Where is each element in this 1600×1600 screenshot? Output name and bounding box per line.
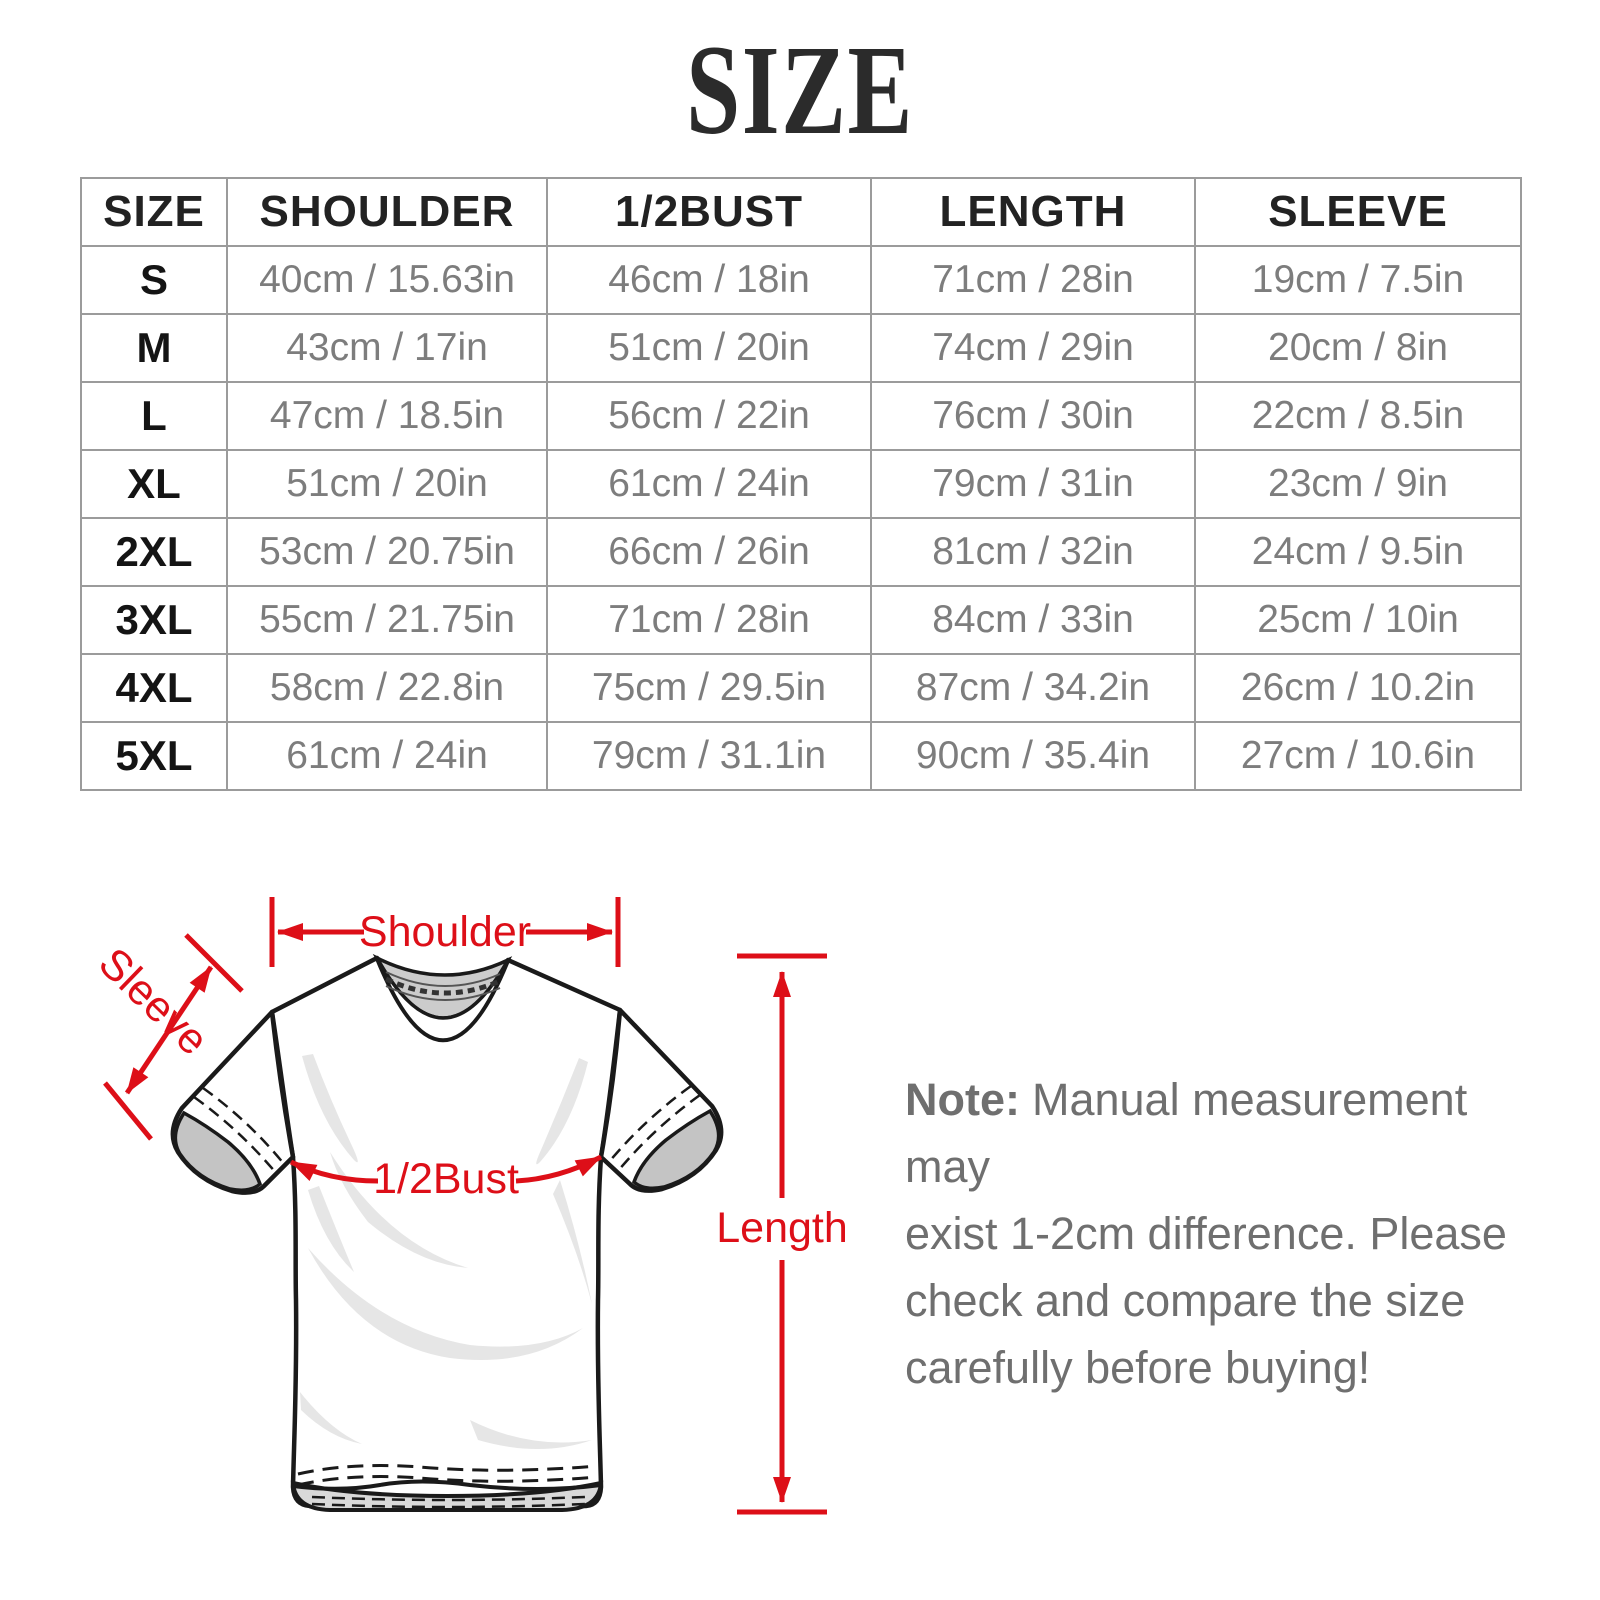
right-sleeve — [598, 1007, 724, 1193]
bust-value: 79cm / 31.1in — [546, 721, 872, 791]
shoulder-value: 51cm / 20in — [226, 449, 548, 519]
left-sleeve — [170, 1009, 296, 1195]
shoulder-value: 55cm / 21.75in — [226, 585, 548, 655]
sleeve-measure-arrow — [103, 933, 244, 1141]
sleeve-tick-top — [184, 933, 244, 993]
sleeve-value: 26cm / 10.2in — [1194, 653, 1522, 723]
size-label: XL — [80, 449, 228, 519]
shoulder-value: 43cm / 17in — [226, 313, 548, 383]
length-value: 90cm / 35.4in — [870, 721, 1196, 791]
header-row: SIZE SHOULDER 1/2BUST LENGTH SLEEVE — [80, 177, 1522, 247]
bust-value: 46cm / 18in — [546, 245, 872, 315]
table-row: 3XL 55cm / 21.75in 71cm / 28in 84cm / 33… — [80, 585, 1522, 655]
table-row: XL 51cm / 20in 61cm / 24in 79cm / 31in 2… — [80, 449, 1522, 519]
bust-value: 75cm / 29.5in — [546, 653, 872, 723]
size-label: L — [80, 381, 228, 451]
table-row: 4XL 58cm / 22.8in 75cm / 29.5in 87cm / 3… — [80, 653, 1522, 723]
table-row: 5XL 61cm / 24in 79cm / 31.1in 90cm / 35.… — [80, 721, 1522, 791]
bust-value: 71cm / 28in — [546, 585, 872, 655]
size-table: SIZE SHOULDER 1/2BUST LENGTH SLEEVE S 40… — [80, 177, 1522, 791]
length-measure-arrow — [737, 953, 827, 1515]
shoulder-value: 53cm / 20.75in — [226, 517, 548, 587]
page-title: SIZE — [686, 19, 914, 161]
tshirt-measurement-diagram: Shoulder Sleeve 1/2Bust Length — [89, 897, 848, 1515]
note-line-text: Manual measurement may — [905, 1074, 1468, 1192]
note-line: check and compare the size — [905, 1275, 1466, 1326]
note-label: Note: — [905, 1074, 1020, 1125]
size-table-header: SIZE SHOULDER 1/2BUST LENGTH SLEEVE — [80, 177, 1522, 247]
table-row: S 40cm / 15.63in 46cm / 18in 71cm / 28in… — [80, 245, 1522, 315]
bust-label: 1/2Bust — [373, 1155, 519, 1203]
col-header-shoulder: SHOULDER — [226, 177, 548, 247]
bust-value: 61cm / 24in — [546, 449, 872, 519]
size-label: 5XL — [80, 721, 228, 791]
bust-value: 66cm / 26in — [546, 517, 872, 587]
right-sleeve-opening — [631, 1108, 721, 1190]
bust-value: 51cm / 20in — [546, 313, 872, 383]
col-header-length: LENGTH — [870, 177, 1196, 247]
hem — [290, 1464, 604, 1512]
shoulder-value: 58cm / 22.8in — [226, 653, 548, 723]
size-label: 3XL — [80, 585, 228, 655]
col-header-size: SIZE — [80, 177, 228, 247]
shoulder-measure-arrow — [269, 897, 621, 967]
length-value: 81cm / 32in — [870, 517, 1196, 587]
note-line: exist 1-2cm difference. Please — [905, 1208, 1507, 1259]
shoulder-value: 47cm / 18.5in — [226, 381, 548, 451]
length-value: 74cm / 29in — [870, 313, 1196, 383]
fabric-wrinkles — [300, 1054, 592, 1449]
sleeve-value: 25cm / 10in — [1194, 585, 1522, 655]
table-row: 2XL 53cm / 20.75in 66cm / 26in 81cm / 32… — [80, 517, 1522, 587]
col-header-bust: 1/2BUST — [546, 177, 872, 247]
shoulder-label: Shoulder — [359, 908, 531, 956]
collar-stitch-tape — [384, 976, 502, 996]
sleeve-value: 27cm / 10.6in — [1194, 721, 1522, 791]
size-label: 2XL — [80, 517, 228, 587]
bust-value: 56cm / 22in — [546, 381, 872, 451]
length-value: 84cm / 33in — [870, 585, 1196, 655]
length-label: Length — [716, 1204, 848, 1252]
note-line: Note: Manual measurement may — [905, 1066, 1535, 1200]
size-table-body: S 40cm / 15.63in 46cm / 18in 71cm / 28in… — [80, 245, 1522, 791]
table-row: L 47cm / 18.5in 56cm / 22in 76cm / 30in … — [80, 381, 1522, 451]
size-label: M — [80, 313, 228, 383]
note-line: carefully before buying! — [905, 1342, 1371, 1393]
sleeve-value: 20cm / 8in — [1194, 313, 1522, 383]
length-value: 79cm / 31in — [870, 449, 1196, 519]
sleeve-label: Sleeve — [89, 939, 217, 1065]
shoulder-value: 40cm / 15.63in — [226, 245, 548, 315]
sleeve-value: 23cm / 9in — [1194, 449, 1522, 519]
sleeve-value: 22cm / 8.5in — [1194, 381, 1522, 451]
left-sleeve-opening — [173, 1110, 263, 1192]
sleeve-tick-bottom — [103, 1081, 153, 1141]
collar — [372, 953, 513, 1042]
sleeve-value: 19cm / 7.5in — [1194, 245, 1522, 315]
size-label: S — [80, 245, 228, 315]
bust-measure-arrow — [289, 1154, 603, 1184]
length-value: 76cm / 30in — [870, 381, 1196, 451]
length-value: 87cm / 34.2in — [870, 653, 1196, 723]
col-header-sleeve: SLEEVE — [1194, 177, 1522, 247]
collar-band — [375, 957, 510, 1042]
size-label: 4XL — [80, 653, 228, 723]
length-value: 71cm / 28in — [870, 245, 1196, 315]
note-text: Note: Manual measurement may exist 1-2cm … — [905, 1066, 1535, 1401]
sleeve-value: 24cm / 9.5in — [1194, 517, 1522, 587]
table-row: M 43cm / 17in 51cm / 20in 74cm / 29in 20… — [80, 313, 1522, 383]
tshirt-illustration — [170, 953, 724, 1512]
shoulder-value: 61cm / 24in — [226, 721, 548, 791]
